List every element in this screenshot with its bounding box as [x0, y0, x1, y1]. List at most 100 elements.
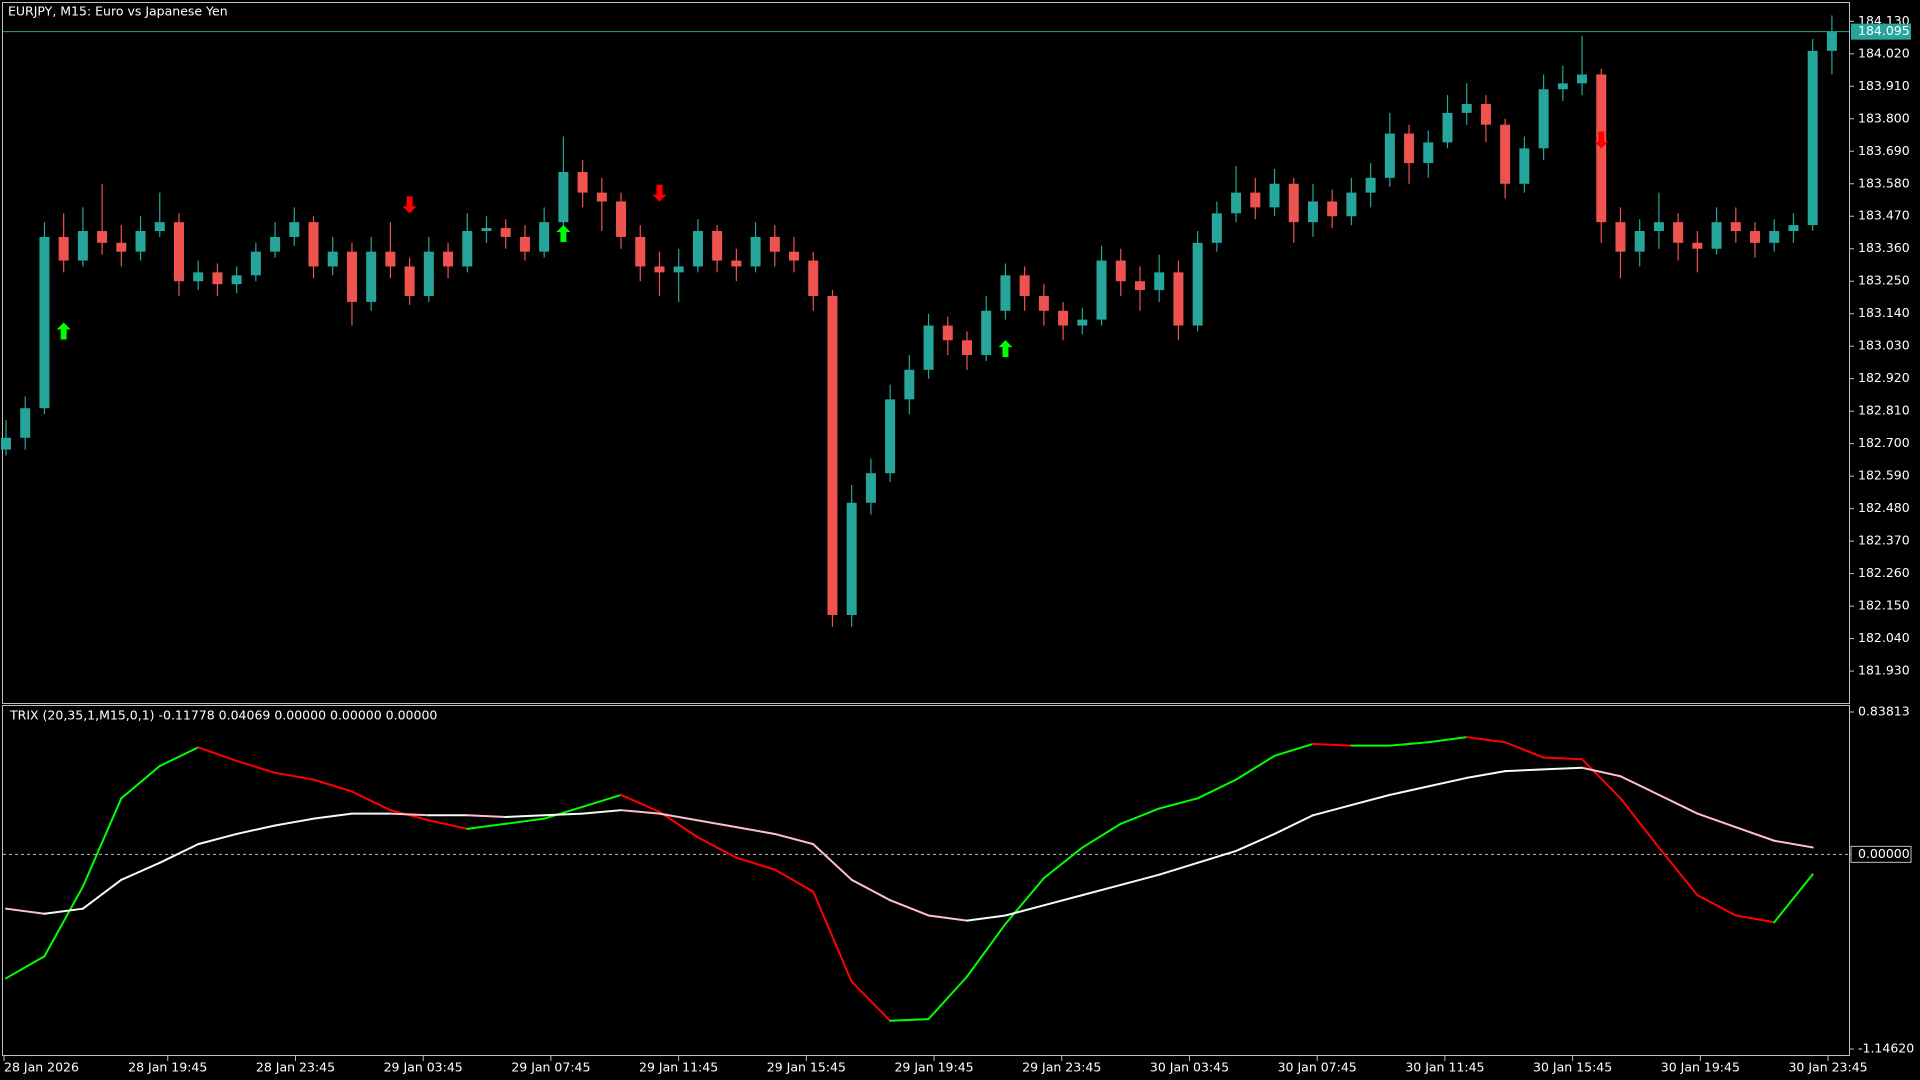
candle-body	[1461, 104, 1472, 113]
candle-body	[904, 369, 915, 400]
level-box	[1850, 845, 1912, 863]
y-tick-label: 183.360	[1858, 240, 1910, 255]
indicator-segment	[1504, 768, 1545, 773]
indicator-segment	[350, 790, 392, 812]
candle-body	[1211, 213, 1222, 243]
candle-body	[981, 310, 992, 356]
indicator-segment	[1081, 883, 1122, 897]
candle-body	[500, 228, 511, 237]
indicator-segment	[466, 814, 507, 818]
indicator-segment	[1734, 914, 1776, 924]
candle-body	[231, 275, 242, 285]
indicator-segment	[1196, 849, 1238, 864]
y-tick-label: 181.930	[1858, 663, 1910, 678]
candle-body	[270, 236, 281, 252]
candle-body	[1730, 222, 1741, 232]
indicator-segment	[658, 812, 699, 822]
y-tick-label: -1.14620	[1858, 1041, 1914, 1056]
indicator-segment	[389, 812, 430, 817]
x-tick-label: 29 Jan 15:45	[767, 1060, 846, 1075]
candle-body	[827, 295, 838, 615]
x-tick-label: 30 Jan 15:45	[1533, 1060, 1612, 1075]
y-tick-label: 0.00000	[1858, 846, 1910, 861]
y-tick-label: 182.920	[1858, 370, 1910, 385]
x-tick-label: 30 Jan 23:45	[1788, 1060, 1867, 1075]
indicator-segment	[1004, 904, 1045, 917]
candle-body	[1807, 50, 1818, 226]
y-tick-label: 183.580	[1858, 175, 1910, 190]
y-tick-label: 182.480	[1858, 500, 1910, 515]
signal-arrow	[998, 340, 1013, 358]
y-tick-label: 182.810	[1858, 403, 1910, 418]
indicator-segment	[1734, 826, 1776, 842]
indicator-segment	[43, 885, 84, 958]
indicator-frame	[2, 705, 1850, 1056]
candle-body	[1653, 222, 1664, 232]
signal-arrow	[1594, 131, 1609, 149]
indicator-segment	[1581, 758, 1622, 800]
indicator-segment	[1465, 736, 1507, 744]
indicator-segment	[1388, 741, 1430, 747]
candle-body	[346, 251, 357, 302]
y-tick-label: 0.83813	[1858, 704, 1910, 719]
indicator-segment	[1581, 766, 1622, 778]
indicator-segment	[312, 778, 353, 793]
indicator-segment	[81, 797, 123, 888]
candle-body	[1173, 272, 1184, 326]
candle-body	[865, 473, 876, 503]
last-price-box	[1851, 23, 1911, 40]
x-tick-label: 29 Jan 11:45	[639, 1060, 718, 1075]
indicator-segment	[1273, 742, 1314, 757]
candle-body	[173, 222, 184, 282]
indicator-segment	[1388, 785, 1430, 796]
indicator-segment	[197, 746, 238, 762]
y-tick-label: 183.250	[1858, 273, 1910, 288]
candle-body	[1307, 201, 1318, 223]
candle-body	[1634, 231, 1645, 252]
candle-body	[423, 251, 434, 296]
y-tick-label: 183.690	[1858, 143, 1910, 158]
candle-body	[385, 251, 396, 267]
candle-body	[1077, 319, 1088, 326]
indicator-segment	[966, 922, 1007, 978]
indicator-segment	[5, 907, 46, 915]
candle-body	[193, 272, 204, 282]
candle-body	[308, 222, 319, 267]
candle-body	[750, 236, 761, 267]
indicator-segment	[1311, 742, 1353, 747]
indicator-segment	[1196, 778, 1238, 800]
candle-body	[519, 236, 530, 252]
indicator-segment	[235, 824, 277, 835]
indicator-segment	[1004, 877, 1045, 925]
x-tick-label: 28 Jan 19:45	[128, 1060, 207, 1075]
candle-body	[1404, 133, 1415, 164]
candle-body	[1500, 124, 1511, 184]
indicator-segment	[1273, 814, 1314, 835]
y-tick-label: 183.470	[1858, 208, 1910, 223]
candle-body	[558, 171, 569, 223]
candle-body	[1019, 275, 1030, 296]
candle-body	[97, 231, 108, 243]
candle-body	[712, 231, 723, 261]
indicator-segment	[466, 822, 507, 830]
candle-body	[769, 236, 780, 252]
candle-body	[1, 437, 11, 450]
candle-body	[116, 242, 127, 252]
candle-body	[942, 325, 953, 341]
indicator-segment	[1350, 793, 1391, 807]
y-tick-label: 182.700	[1858, 435, 1910, 450]
candle-body	[616, 201, 627, 237]
indicator-segment	[1504, 741, 1545, 759]
x-tick-label: 29 Jan 23:45	[1022, 1060, 1101, 1075]
candle-body	[1038, 295, 1049, 311]
indicator-segment	[427, 819, 469, 830]
indicator-segment	[696, 836, 738, 859]
candle-body	[1058, 310, 1069, 326]
candle-body	[1519, 148, 1530, 184]
candle-body	[1788, 225, 1799, 232]
candle-body	[1231, 192, 1242, 214]
candle-body	[1826, 31, 1837, 51]
indicator-segment	[81, 878, 123, 910]
